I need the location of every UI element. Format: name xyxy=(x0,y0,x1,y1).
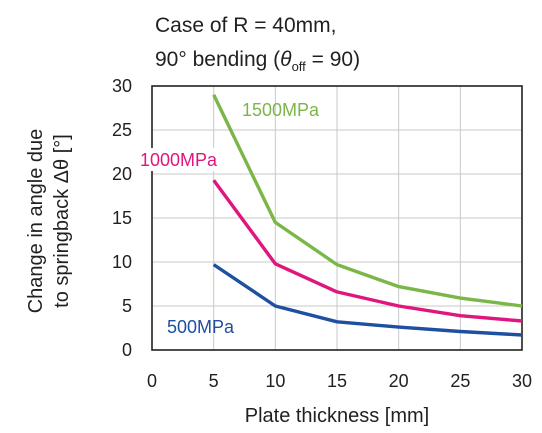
x-tick-label-10: 10 xyxy=(265,371,285,391)
x-tick-label-15: 15 xyxy=(327,371,347,391)
series-label-1500MPa: 1500MPa xyxy=(242,100,320,120)
x-tick-label-5: 5 xyxy=(209,371,219,391)
x-axis-label: Plate thickness [mm] xyxy=(245,405,430,427)
y-tick-label-25: 25 xyxy=(112,120,132,140)
y-tick-label-0: 0 xyxy=(122,340,132,360)
y-tick-label-15: 15 xyxy=(112,208,132,228)
y-tick-label-10: 10 xyxy=(112,252,132,272)
series-label-1000MPa: 1000MPa xyxy=(140,150,218,170)
chart-title-subscript: off xyxy=(292,59,307,74)
series-label-500MPa: 500MPa xyxy=(167,317,235,337)
x-tick-label-0: 0 xyxy=(147,371,157,391)
x-tick-label-30: 30 xyxy=(512,371,532,391)
series-label-bg-1000MPa xyxy=(138,148,236,171)
y-axis-label-line1: Change in angle due xyxy=(25,129,47,314)
y-tick-label-20: 20 xyxy=(112,164,132,184)
x-tick-label-20: 20 xyxy=(389,371,409,391)
chart-title-line2-post: = 90) xyxy=(306,48,360,71)
series-line-1500MPa xyxy=(212,94,523,308)
chart-title-theta: θ xyxy=(280,48,292,71)
series-line-500MPa xyxy=(212,263,523,337)
chart-title-line1: Case of R = 40mm, xyxy=(155,14,336,37)
chart-title-line2: 90° bending (θoff = 90) xyxy=(155,48,360,74)
chart-title-line2-pre: 90° bending ( xyxy=(155,48,280,71)
plot-frame xyxy=(151,85,523,351)
series-line-1000MPa xyxy=(212,179,523,323)
y-axis-label-line2: to springback Δθ [°] xyxy=(51,134,73,308)
y-tick-label-5: 5 xyxy=(122,296,132,316)
x-tick-label-25: 25 xyxy=(450,371,470,391)
y-tick-label-30: 30 xyxy=(112,76,132,96)
plot-area: 0 5 10 15 20 25 30 0 5 10 15 20 25 30 1500MPa 1000MPa 50… xyxy=(112,76,532,391)
